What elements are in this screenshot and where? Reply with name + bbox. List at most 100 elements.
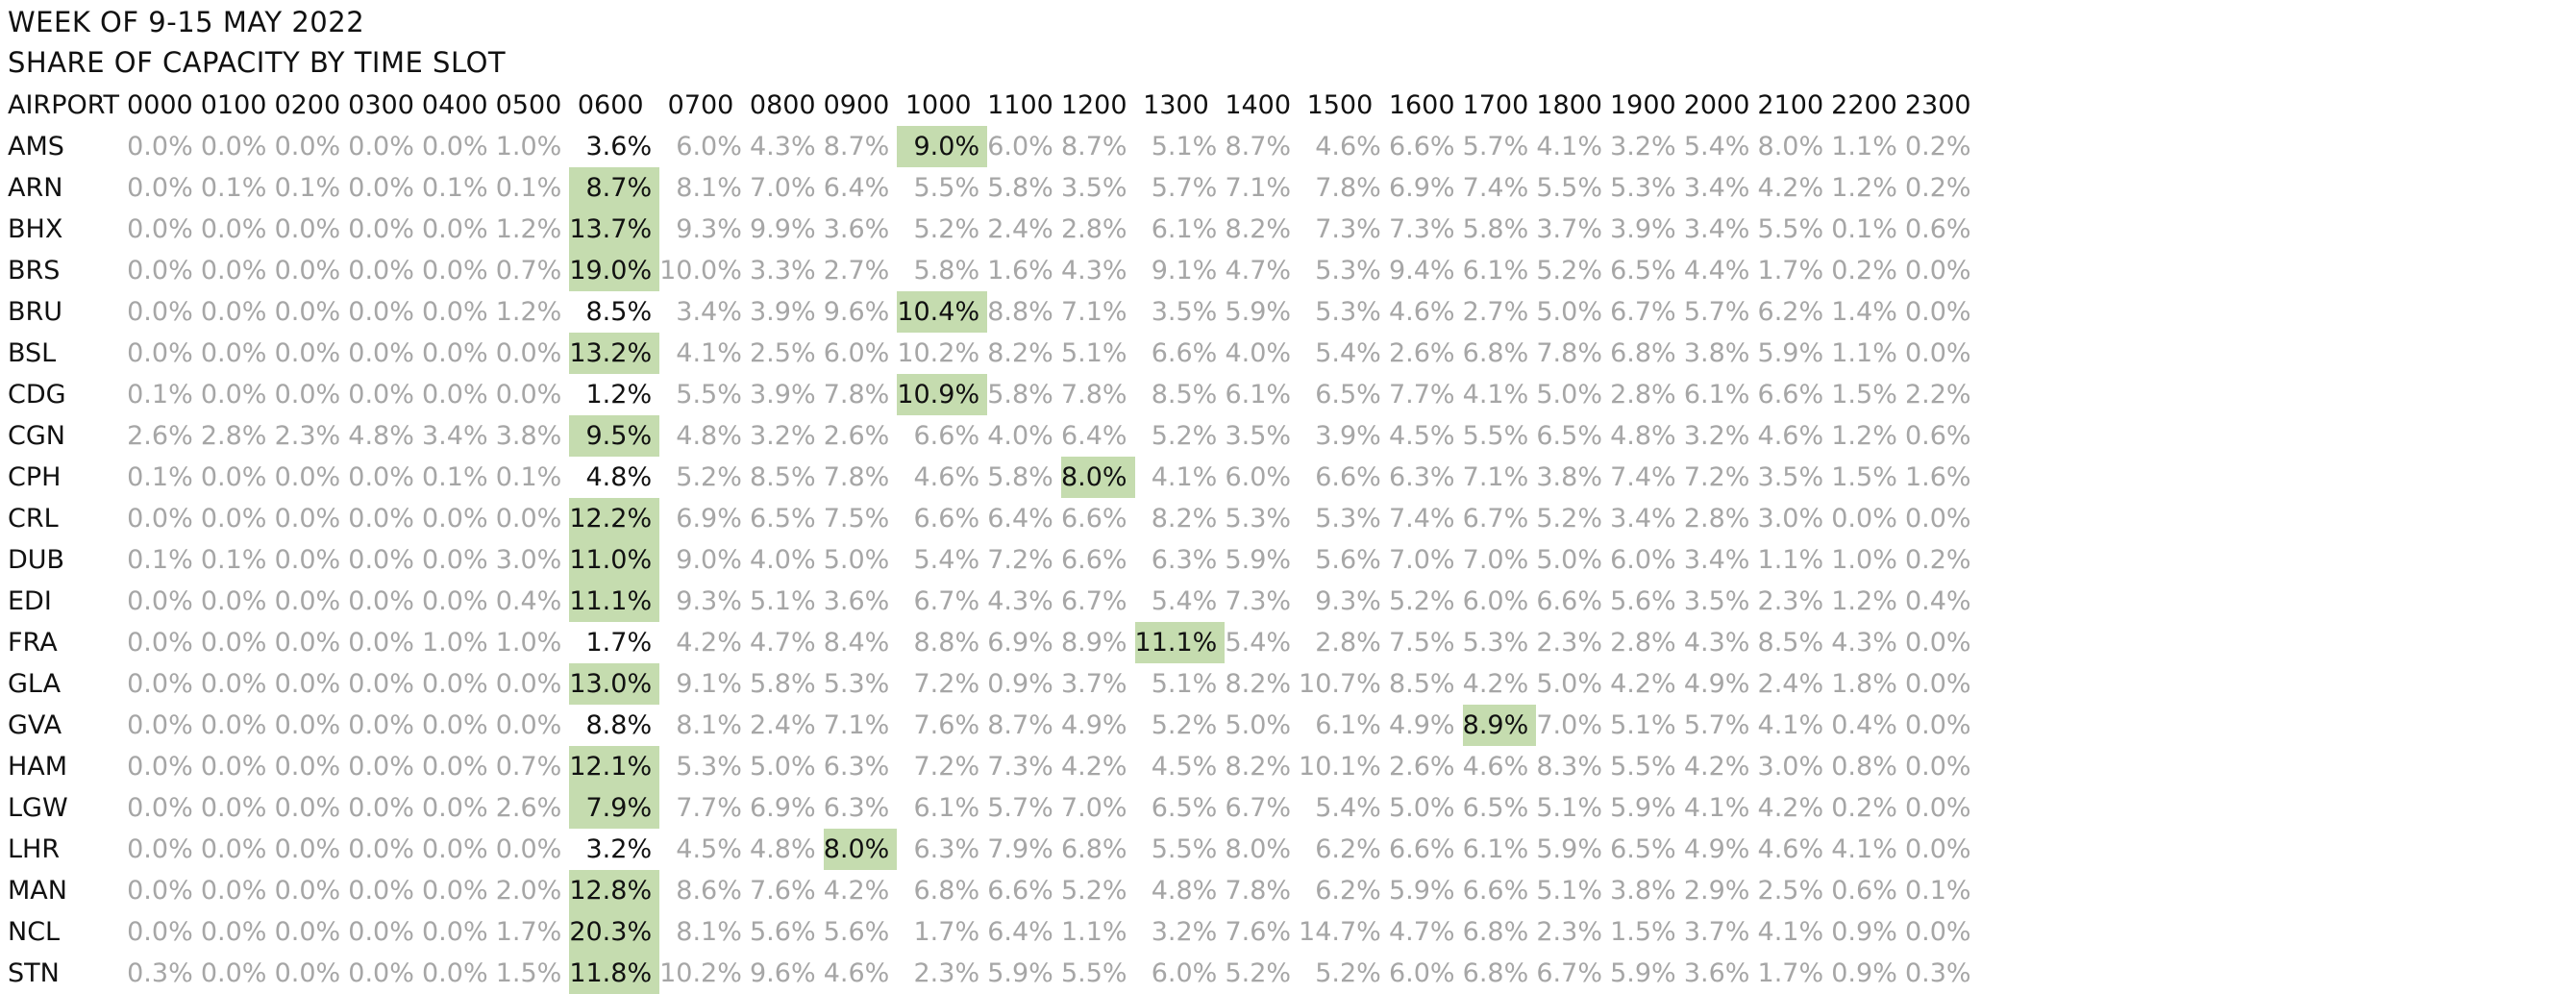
value-cell: 8.3%	[1536, 752, 1602, 782]
value-cell: 0.0%	[200, 297, 267, 327]
value-cell: 7.0%	[1536, 710, 1602, 740]
value-cell: 0.0%	[1904, 628, 1971, 658]
value-cell: 6.1%	[913, 793, 980, 823]
value-cell: 5.4%	[913, 545, 980, 575]
value-cell: 6.8%	[1060, 834, 1127, 864]
value-cell: 4.7%	[750, 628, 816, 658]
value-cell: 0.0%	[127, 710, 193, 740]
value-cell: 3.4%	[676, 297, 742, 327]
value-cell: 5.9%	[1610, 958, 1676, 988]
value-cell: 2.3%	[274, 421, 341, 451]
value-cell: 2.8%	[1315, 628, 1381, 658]
value-cell: 5.7%	[1151, 173, 1218, 203]
value-cell: 0.0%	[348, 132, 414, 162]
value-cell: 5.4%	[1315, 793, 1381, 823]
value-cell: 3.4%	[1683, 173, 1750, 203]
value-cell: 1.7%	[1757, 958, 1824, 988]
value-cell: 0.0%	[348, 793, 414, 823]
value-cell: 7.0%	[1462, 545, 1529, 575]
value-cell: 10.2%	[897, 338, 980, 368]
value-cell: 1.2%	[1831, 586, 1897, 616]
value-cell: 0.0%	[200, 793, 267, 823]
value-cell: 0.2%	[1904, 132, 1971, 162]
value-cell: 0.0%	[495, 710, 562, 740]
value-cell: 5.5%	[1462, 421, 1529, 451]
value-cell: 6.6%	[913, 504, 980, 534]
value-cell: 7.7%	[1388, 380, 1455, 410]
value-cell: 6.8%	[913, 876, 980, 906]
column-header-2200: 2200	[1831, 90, 1897, 120]
value-cell: 4.7%	[1388, 917, 1455, 947]
value-cell: 0.0%	[274, 586, 341, 616]
value-cell: 4.9%	[1388, 710, 1455, 740]
value-cell: 6.7%	[1610, 297, 1676, 327]
table-row: STN 0.3% 0.0% 0.0% 0.0% 0.0% 1.5% 11.8% 10.2% 9.6…	[0, 953, 1979, 994]
value-cell: 5.3%	[1315, 297, 1381, 327]
chart-title: WEEK OF 9-15 MAY 2022	[8, 6, 365, 38]
value-cell: 0.6%	[1904, 421, 1971, 451]
value-cell: 6.1%	[1225, 380, 1292, 410]
value-cell: 3.9%	[1315, 421, 1381, 451]
value-cell: 1.5%	[1831, 380, 1897, 410]
value-cell: 6.7%	[1536, 958, 1602, 988]
value-cell: 7.8%	[1315, 173, 1381, 203]
value-cell: 0.0%	[1904, 338, 1971, 368]
value-cell: 1.5%	[495, 958, 562, 988]
value-cell: 0.1%	[495, 173, 562, 203]
value-cell: 2.6%	[823, 421, 890, 451]
column-header-0500: 0500	[495, 90, 562, 120]
value-cell: 1.7%	[495, 917, 562, 947]
column-header-1700: 1700	[1462, 90, 1529, 120]
value-cell: 5.1%	[1610, 710, 1676, 740]
value-cell: 0.0%	[200, 586, 267, 616]
value-cell: 5.7%	[1683, 710, 1750, 740]
value-cell: 4.2%	[1757, 173, 1824, 203]
value-cell: 0.0%	[274, 834, 341, 864]
column-header-0000: 0000	[127, 90, 193, 120]
value-cell: 5.3%	[1610, 173, 1676, 203]
chart-subtitle: SHARE OF CAPACITY BY TIME SLOT	[8, 46, 507, 79]
value-cell: 5.5%	[913, 173, 980, 203]
peak-cell: 13.0%	[569, 663, 660, 705]
value-cell: 5.6%	[750, 917, 816, 947]
value-cell: 0.9%	[1831, 958, 1897, 988]
value-cell: 4.2%	[1757, 793, 1824, 823]
value-cell: 7.5%	[823, 504, 890, 534]
value-cell: 8.8%	[585, 710, 653, 740]
value-cell: 0.0%	[422, 917, 488, 947]
value-cell: 4.0%	[987, 421, 1053, 451]
peak-cell: 11.1%	[1134, 622, 1226, 663]
value-cell: 0.0%	[200, 628, 267, 658]
value-cell: 3.8%	[1536, 462, 1602, 492]
airport-label: CRL	[8, 504, 59, 534]
value-cell: 0.0%	[348, 628, 414, 658]
value-cell: 5.8%	[1462, 214, 1529, 244]
value-cell: 6.0%	[1151, 958, 1218, 988]
column-header-1400: 1400	[1225, 90, 1292, 120]
value-cell: 7.6%	[750, 876, 816, 906]
value-cell: 4.6%	[1388, 297, 1455, 327]
value-cell: 6.6%	[1388, 834, 1455, 864]
value-cell: 0.0%	[127, 752, 193, 782]
value-cell: 0.0%	[200, 380, 267, 410]
value-cell: 0.0%	[200, 710, 267, 740]
value-cell: 6.7%	[913, 586, 980, 616]
value-cell: 0.0%	[127, 132, 193, 162]
value-cell: 2.8%	[1683, 504, 1750, 534]
peak-cell: 8.0%	[823, 829, 898, 870]
value-cell: 3.8%	[1610, 876, 1676, 906]
value-cell: 7.6%	[913, 710, 980, 740]
value-cell: 5.8%	[750, 669, 816, 699]
value-cell: 6.0%	[1462, 586, 1529, 616]
value-cell: 5.0%	[823, 545, 890, 575]
value-cell: 5.4%	[1151, 586, 1218, 616]
value-cell: 8.7%	[1225, 132, 1292, 162]
value-cell: 0.0%	[200, 214, 267, 244]
value-cell: 3.6%	[823, 586, 890, 616]
value-cell: 6.6%	[1151, 338, 1218, 368]
airport-label: STN	[8, 958, 60, 988]
value-cell: 6.6%	[1757, 380, 1824, 410]
value-cell: 5.0%	[1536, 545, 1602, 575]
value-cell: 6.6%	[1462, 876, 1529, 906]
value-cell: 6.6%	[1536, 586, 1602, 616]
